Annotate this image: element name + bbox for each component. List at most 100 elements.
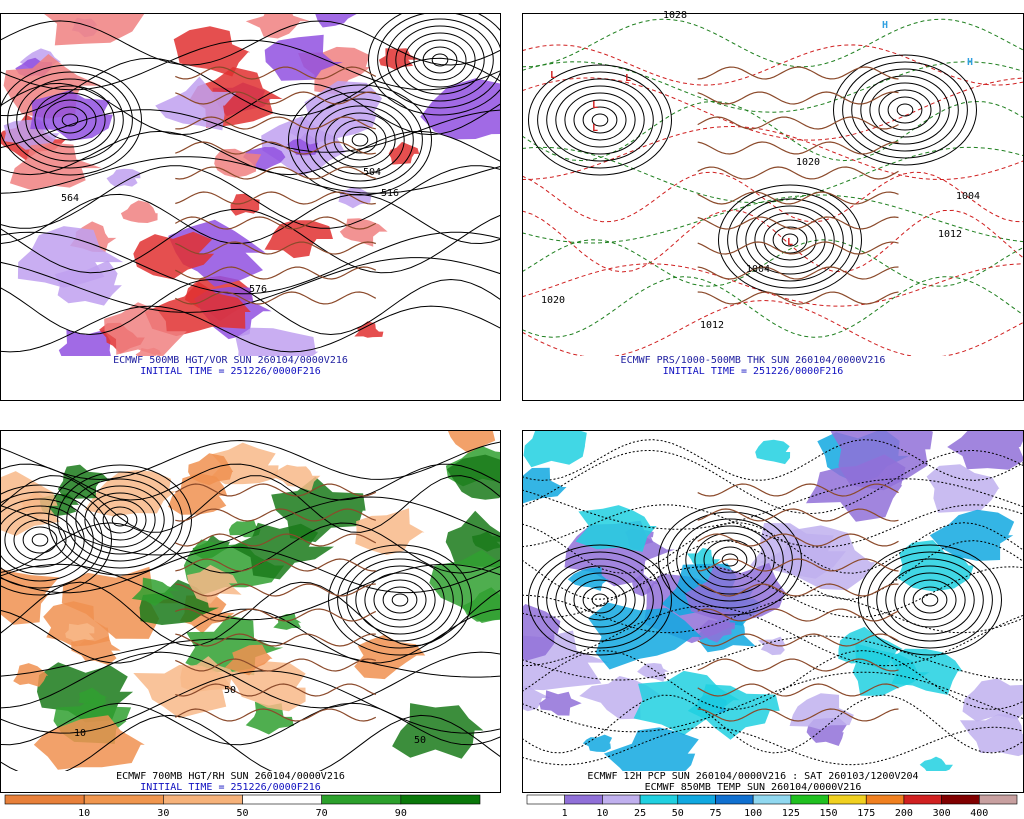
shaded-area <box>755 439 791 465</box>
closed-contour <box>52 106 88 134</box>
shaded-area <box>120 200 158 223</box>
coastline <box>175 558 376 572</box>
colorbar-segment <box>4 794 85 805</box>
pressure-center: L <box>550 70 556 81</box>
shaded-area <box>588 602 702 670</box>
closed-contour <box>315 105 405 175</box>
coastline <box>697 708 899 722</box>
closed-contour <box>582 106 618 134</box>
shaded-area <box>539 690 582 716</box>
closed-contour <box>391 593 409 607</box>
closed-contour <box>382 586 418 614</box>
colorbar-label: 90 <box>395 808 407 819</box>
contour-label: 1004 <box>746 264 770 275</box>
shaded-area <box>959 714 1023 757</box>
contour <box>523 276 1023 338</box>
colorbar-label: 25 <box>634 808 646 819</box>
shaded-area <box>133 665 234 719</box>
contour <box>1 563 500 621</box>
closed-contour <box>306 98 414 182</box>
contour <box>1 463 500 501</box>
contour <box>523 125 1023 181</box>
colorbar-label: 1 <box>562 808 568 819</box>
contour-label: 564 <box>61 193 79 204</box>
closed-contour <box>66 478 174 562</box>
closed-contour <box>564 572 636 628</box>
coastline <box>697 683 899 697</box>
coastline <box>697 608 899 622</box>
colorbar-segment <box>677 794 716 805</box>
closed-contour <box>61 113 79 127</box>
contour <box>523 194 1023 244</box>
coastline <box>175 633 376 647</box>
contour <box>523 44 1023 86</box>
colorbar-segment <box>602 794 641 805</box>
closed-contour <box>111 513 129 527</box>
closed-contour <box>1 498 94 582</box>
contour <box>1 670 500 734</box>
contour-label: 576 <box>249 284 267 295</box>
contour <box>523 726 1023 766</box>
coastline <box>175 241 376 255</box>
closed-contour <box>685 525 775 595</box>
contour <box>523 504 1023 548</box>
closed-contour <box>772 226 808 254</box>
closed-contour <box>413 39 467 81</box>
coastline <box>697 291 899 305</box>
contour <box>523 522 1023 574</box>
shaded-area <box>852 643 930 696</box>
shaded-area <box>926 464 1000 513</box>
shaded-area <box>228 519 261 538</box>
shaded-area <box>523 685 552 712</box>
closed-contour <box>887 96 923 124</box>
closed-contour <box>93 499 147 541</box>
coastline <box>175 266 377 280</box>
closed-contour <box>867 551 993 649</box>
closed-contour <box>333 119 387 161</box>
shaded-area <box>43 601 110 647</box>
map-panel: ECMWF 700MB HGT/RH SUN 260104/0000V216IN… <box>0 430 501 793</box>
colorbar-segment <box>941 794 980 805</box>
map-field <box>523 18 1023 356</box>
shaded-area <box>13 663 49 687</box>
coastline <box>175 483 377 497</box>
closed-contour <box>84 492 156 548</box>
contour <box>523 594 1023 634</box>
pressure-center: H <box>882 20 888 31</box>
contour <box>523 566 1023 618</box>
shaded-area <box>155 76 237 131</box>
closed-contour <box>431 53 449 67</box>
contour-label: 1020 <box>796 157 820 168</box>
contour <box>523 605 1023 667</box>
colorbar-segment <box>865 794 905 805</box>
shaded-area <box>144 281 251 337</box>
shaded-area <box>264 34 343 81</box>
pressure-center: H <box>967 57 973 68</box>
coastline <box>175 658 376 672</box>
shaded-area <box>78 687 108 707</box>
shaded-area <box>173 26 251 77</box>
closed-contour <box>368 14 500 116</box>
contour <box>1 193 500 245</box>
contour-label: 1012 <box>700 320 724 331</box>
shaded-area <box>472 531 500 552</box>
contour <box>523 439 1023 481</box>
map-caption: ECMWF 500MB HGT/VOR SUN 260104/0000V216 <box>113 355 348 366</box>
contour <box>1 702 500 746</box>
contour-label: 516 <box>381 188 399 199</box>
contour <box>1 305 500 353</box>
contour <box>1 278 500 336</box>
coastline <box>175 683 377 697</box>
closed-contour <box>876 558 984 642</box>
contour-label: 1028 <box>663 10 687 21</box>
colorbar-label: 75 <box>709 808 721 819</box>
map-panel: ECMWF 500MB HGT/VOR SUN 260104/0000V216I… <box>0 13 501 401</box>
closed-contour <box>324 112 396 168</box>
map-field <box>523 431 1023 771</box>
coastline <box>697 266 899 280</box>
coastline <box>697 633 899 647</box>
shaded-area <box>378 48 420 71</box>
coastline <box>697 658 899 672</box>
coastline <box>697 583 899 597</box>
shaded-area <box>3 54 102 119</box>
